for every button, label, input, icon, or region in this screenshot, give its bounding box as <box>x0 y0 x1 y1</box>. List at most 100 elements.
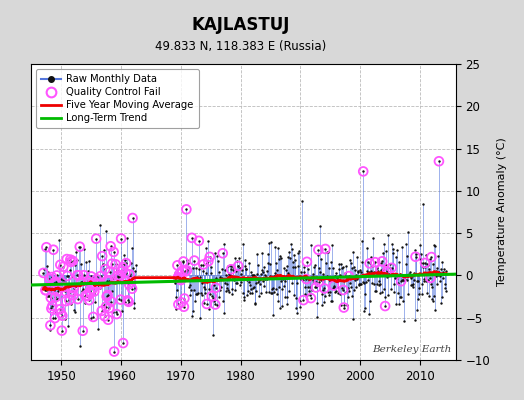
Point <box>412 251 420 257</box>
Point <box>386 260 394 267</box>
Point <box>275 256 283 262</box>
Point <box>64 273 72 280</box>
Point <box>73 296 82 302</box>
Point <box>75 244 84 250</box>
Point <box>128 215 137 221</box>
Point <box>106 243 115 250</box>
Point <box>275 304 283 311</box>
Point <box>288 246 296 252</box>
Point <box>112 261 120 268</box>
Point <box>376 290 384 296</box>
Point <box>439 268 447 275</box>
Point <box>55 281 63 288</box>
Point <box>322 274 331 281</box>
Point <box>352 272 361 278</box>
Point <box>368 262 376 269</box>
Point <box>96 273 105 279</box>
Point <box>48 303 57 309</box>
Point <box>403 291 412 297</box>
Point <box>179 258 188 265</box>
Point <box>319 287 328 294</box>
Point <box>234 263 243 269</box>
Point <box>374 267 382 274</box>
Point <box>242 266 250 272</box>
Point <box>58 312 67 319</box>
Point <box>261 274 270 280</box>
Point <box>193 291 201 298</box>
Point <box>335 290 344 297</box>
Point <box>83 272 91 279</box>
Point <box>86 290 94 296</box>
Point <box>340 304 348 311</box>
Point <box>89 314 97 320</box>
Point <box>181 268 190 275</box>
Point <box>243 276 251 283</box>
Point <box>335 261 343 268</box>
Point <box>231 255 239 261</box>
Point <box>308 286 316 293</box>
Point <box>346 284 355 290</box>
Point <box>403 277 411 283</box>
Point <box>199 261 208 268</box>
Point <box>318 290 326 297</box>
Point <box>405 271 413 278</box>
Point <box>105 268 114 275</box>
Point <box>332 270 341 276</box>
Point <box>224 271 233 277</box>
Point <box>230 277 238 283</box>
Point <box>312 284 320 291</box>
Point <box>226 272 234 278</box>
Point <box>174 275 183 281</box>
Point <box>274 244 282 251</box>
Point <box>126 273 134 279</box>
Point <box>62 298 70 304</box>
Point <box>259 264 268 271</box>
Point <box>224 287 232 293</box>
Point <box>90 288 99 295</box>
Point <box>203 260 212 267</box>
Point <box>98 253 106 259</box>
Point <box>174 274 182 280</box>
Point <box>366 254 375 260</box>
Point <box>120 252 128 258</box>
Point <box>414 296 422 302</box>
Point <box>50 280 59 286</box>
Point <box>330 282 338 289</box>
Point <box>175 271 183 277</box>
Point <box>106 302 114 308</box>
Point <box>344 285 353 291</box>
Point <box>93 276 101 282</box>
Point <box>408 281 417 288</box>
Point <box>81 293 89 299</box>
Point <box>340 301 348 308</box>
Point <box>237 279 245 285</box>
Point <box>202 244 210 251</box>
Point <box>59 276 67 283</box>
Point <box>215 274 224 280</box>
Point <box>73 272 81 278</box>
Point <box>56 306 64 312</box>
Point <box>363 268 372 274</box>
Point <box>127 245 136 251</box>
Point <box>397 278 405 284</box>
Point <box>58 328 66 334</box>
Point <box>220 241 228 247</box>
Point <box>200 284 209 290</box>
Point <box>254 262 262 268</box>
Point <box>418 264 427 270</box>
Point <box>214 277 223 283</box>
Point <box>199 261 208 268</box>
Point <box>101 313 109 320</box>
Point <box>61 316 70 322</box>
Point <box>216 287 224 294</box>
Point <box>236 282 244 288</box>
Point <box>278 275 287 282</box>
Point <box>94 281 103 287</box>
Point <box>299 276 307 283</box>
Point <box>63 256 71 262</box>
Point <box>367 268 375 274</box>
Point <box>315 279 323 285</box>
Point <box>355 282 364 288</box>
Point <box>208 293 216 299</box>
Point <box>248 272 256 278</box>
